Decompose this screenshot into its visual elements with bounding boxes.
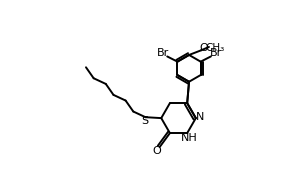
Text: CH₃: CH₃ — [206, 43, 225, 53]
Text: O: O — [199, 43, 208, 53]
Text: Br: Br — [210, 49, 222, 58]
Text: NH: NH — [181, 133, 197, 143]
Text: O: O — [152, 146, 161, 156]
Text: S: S — [142, 116, 149, 126]
Text: Br: Br — [156, 49, 169, 58]
Text: N: N — [196, 112, 204, 122]
